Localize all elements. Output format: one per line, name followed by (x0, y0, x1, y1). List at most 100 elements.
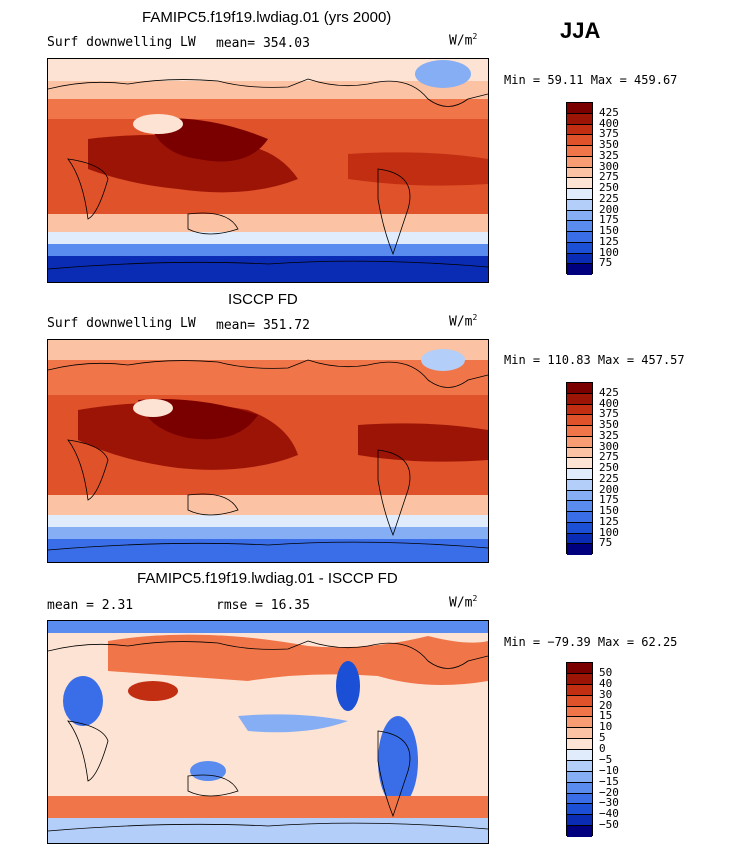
panel1-north-band (48, 59, 488, 81)
panel2-south-blue-band (48, 527, 488, 539)
colorbar-tick-label: 125 (599, 514, 619, 528)
panel2-mean: mean= 351.72 (216, 318, 310, 333)
colorbar-tick-label: 75 (599, 536, 613, 550)
panel1-tibet-low (133, 114, 183, 134)
panel2-greenland-low (421, 349, 465, 371)
panel3-coastlines (48, 640, 488, 832)
panel2-north-band (48, 340, 488, 360)
colorbar-tick-label: 100 (599, 525, 619, 539)
panel2-south-mid-band (48, 495, 488, 515)
panel1-south-mid-band (48, 214, 488, 232)
colorbar-tick-label: 250 (599, 461, 619, 474)
colorbar-tick-label: −40 (599, 807, 619, 821)
colorbar-tick-label: 400 (599, 396, 619, 410)
panel1-atlantic-itcz (348, 152, 488, 186)
panel3-south-warm-band (48, 796, 488, 818)
panel3-colorbar (566, 662, 593, 837)
panel2-variable-label: Surf downwelling LW (47, 316, 196, 331)
panel3-asia-warm (128, 681, 178, 701)
panel1-colorbar (566, 102, 593, 275)
panel1-title: FAMIPC5.f19f19.lwdiag.01 (yrs 2000) (142, 9, 392, 26)
panel2-units: W/m2 (449, 313, 478, 330)
panel3-pacific-cool (238, 714, 348, 733)
colorbar-tick-label: 15 (599, 709, 613, 723)
colorbar-tick-label: 0 (599, 742, 606, 755)
colorbar-tick-label: 200 (599, 482, 619, 496)
panel3-samerica-cold (378, 716, 418, 806)
colorbar-tick-label: 125 (599, 234, 619, 248)
panel2-title: ISCCP FD (228, 291, 298, 308)
panel3-australia-cold (190, 761, 226, 781)
colorbar-tick-label: −50 (599, 818, 619, 832)
panel2-map (47, 339, 489, 563)
colorbar-tick-label: 325 (599, 148, 619, 162)
colorbar-tick-label: 10 (599, 720, 613, 734)
colorbar-tick-label: −30 (599, 796, 619, 810)
panel1-north-mid-band (48, 81, 488, 99)
colorbar-tick-label: 350 (599, 418, 619, 431)
colorbar-tick-label: 250 (599, 181, 619, 194)
colorbar-tick-label: 325 (599, 428, 619, 442)
colorbar-tick-label: 300 (599, 159, 619, 173)
colorbar-tick-label: 350 (599, 138, 619, 151)
colorbar-tick-label: 150 (599, 224, 619, 237)
panel1-mean: mean= 354.03 (216, 36, 310, 51)
colorbar-tick-label: 100 (599, 245, 619, 259)
panel3-north-edge (48, 621, 488, 633)
colorbar-tick-label: 375 (599, 407, 619, 421)
panel1-south-pale-band (48, 232, 488, 244)
panel2-tibet-low (133, 399, 173, 417)
colorbar-tick-label: −5 (599, 752, 613, 766)
colorbar-tick-label: 75 (599, 256, 613, 270)
panel3-africa-cold (63, 676, 103, 726)
panel3-units: W/m2 (449, 594, 478, 611)
panel1-map-svg (48, 59, 488, 282)
panel1-antarctic-band (48, 256, 488, 282)
panel1-south-blue-band (48, 244, 488, 256)
colorbar-tick-label: 300 (599, 439, 619, 453)
colorbar-tick-label: 375 (599, 127, 619, 141)
colorbar-tick-label: −20 (599, 785, 619, 799)
colorbar-tick-label: 40 (599, 676, 613, 690)
colorbar-tick-label: 225 (599, 191, 619, 205)
panel3-antarctic-band (48, 818, 488, 843)
panel2-south-pale-band (48, 515, 488, 527)
panel3-map (47, 620, 489, 844)
colorbar-tick-label: −10 (599, 763, 619, 777)
colorbar-tick-label: 175 (599, 493, 619, 507)
colorbar-tick-label: 400 (599, 116, 619, 130)
panel3-namerica-cold (336, 661, 360, 711)
panel3-title: FAMIPC5.f19f19.lwdiag.01 - ISCCP FD (137, 570, 398, 587)
panel2-map-svg (48, 340, 488, 562)
panel1-variable-label: Surf downwelling LW (47, 35, 196, 50)
panel1-minmax: Min = 59.11 Max = 459.67 (504, 73, 678, 87)
panel3-map-svg (48, 621, 488, 843)
colorbar-tick-label: 425 (599, 385, 619, 399)
colorbar-tick-label: 425 (599, 105, 619, 119)
panel1-units: W/m2 (449, 32, 478, 49)
panel2-colorbar (566, 382, 593, 555)
panel1-coastlines (48, 78, 488, 270)
panel3-mean: mean = 2.31 (47, 598, 134, 613)
panel1-map (47, 58, 489, 283)
panel3-rmse: rmse = 16.35 (216, 598, 310, 613)
colorbar-tick-label: 275 (599, 450, 619, 464)
colorbar-tick-label: −15 (599, 774, 619, 788)
colorbar-tick-label: 225 (599, 471, 619, 485)
colorbar-tick-label: 275 (599, 170, 619, 184)
panel2-minmax: Min = 110.83 Max = 457.57 (504, 353, 685, 367)
colorbar-tick-label: 200 (599, 202, 619, 216)
panel2-coastlines (48, 359, 488, 551)
colorbar-tick-label: 50 (599, 665, 613, 679)
panel3-north-warm (108, 634, 488, 685)
season-label: JJA (560, 18, 601, 43)
colorbar-tick-label: 30 (599, 687, 613, 701)
colorbar-tick-label: 20 (599, 698, 613, 712)
colorbar-tick-label: 175 (599, 213, 619, 227)
panel2-atlantic-itcz (358, 423, 488, 462)
panel2-antarctic-band (48, 539, 488, 562)
colorbar-tick-label: 5 (599, 731, 606, 745)
panel3-minmax: Min = −79.39 Max = 62.25 (504, 635, 678, 649)
panel1-greenland-low (415, 60, 471, 88)
colorbar-tick-label: 150 (599, 504, 619, 517)
